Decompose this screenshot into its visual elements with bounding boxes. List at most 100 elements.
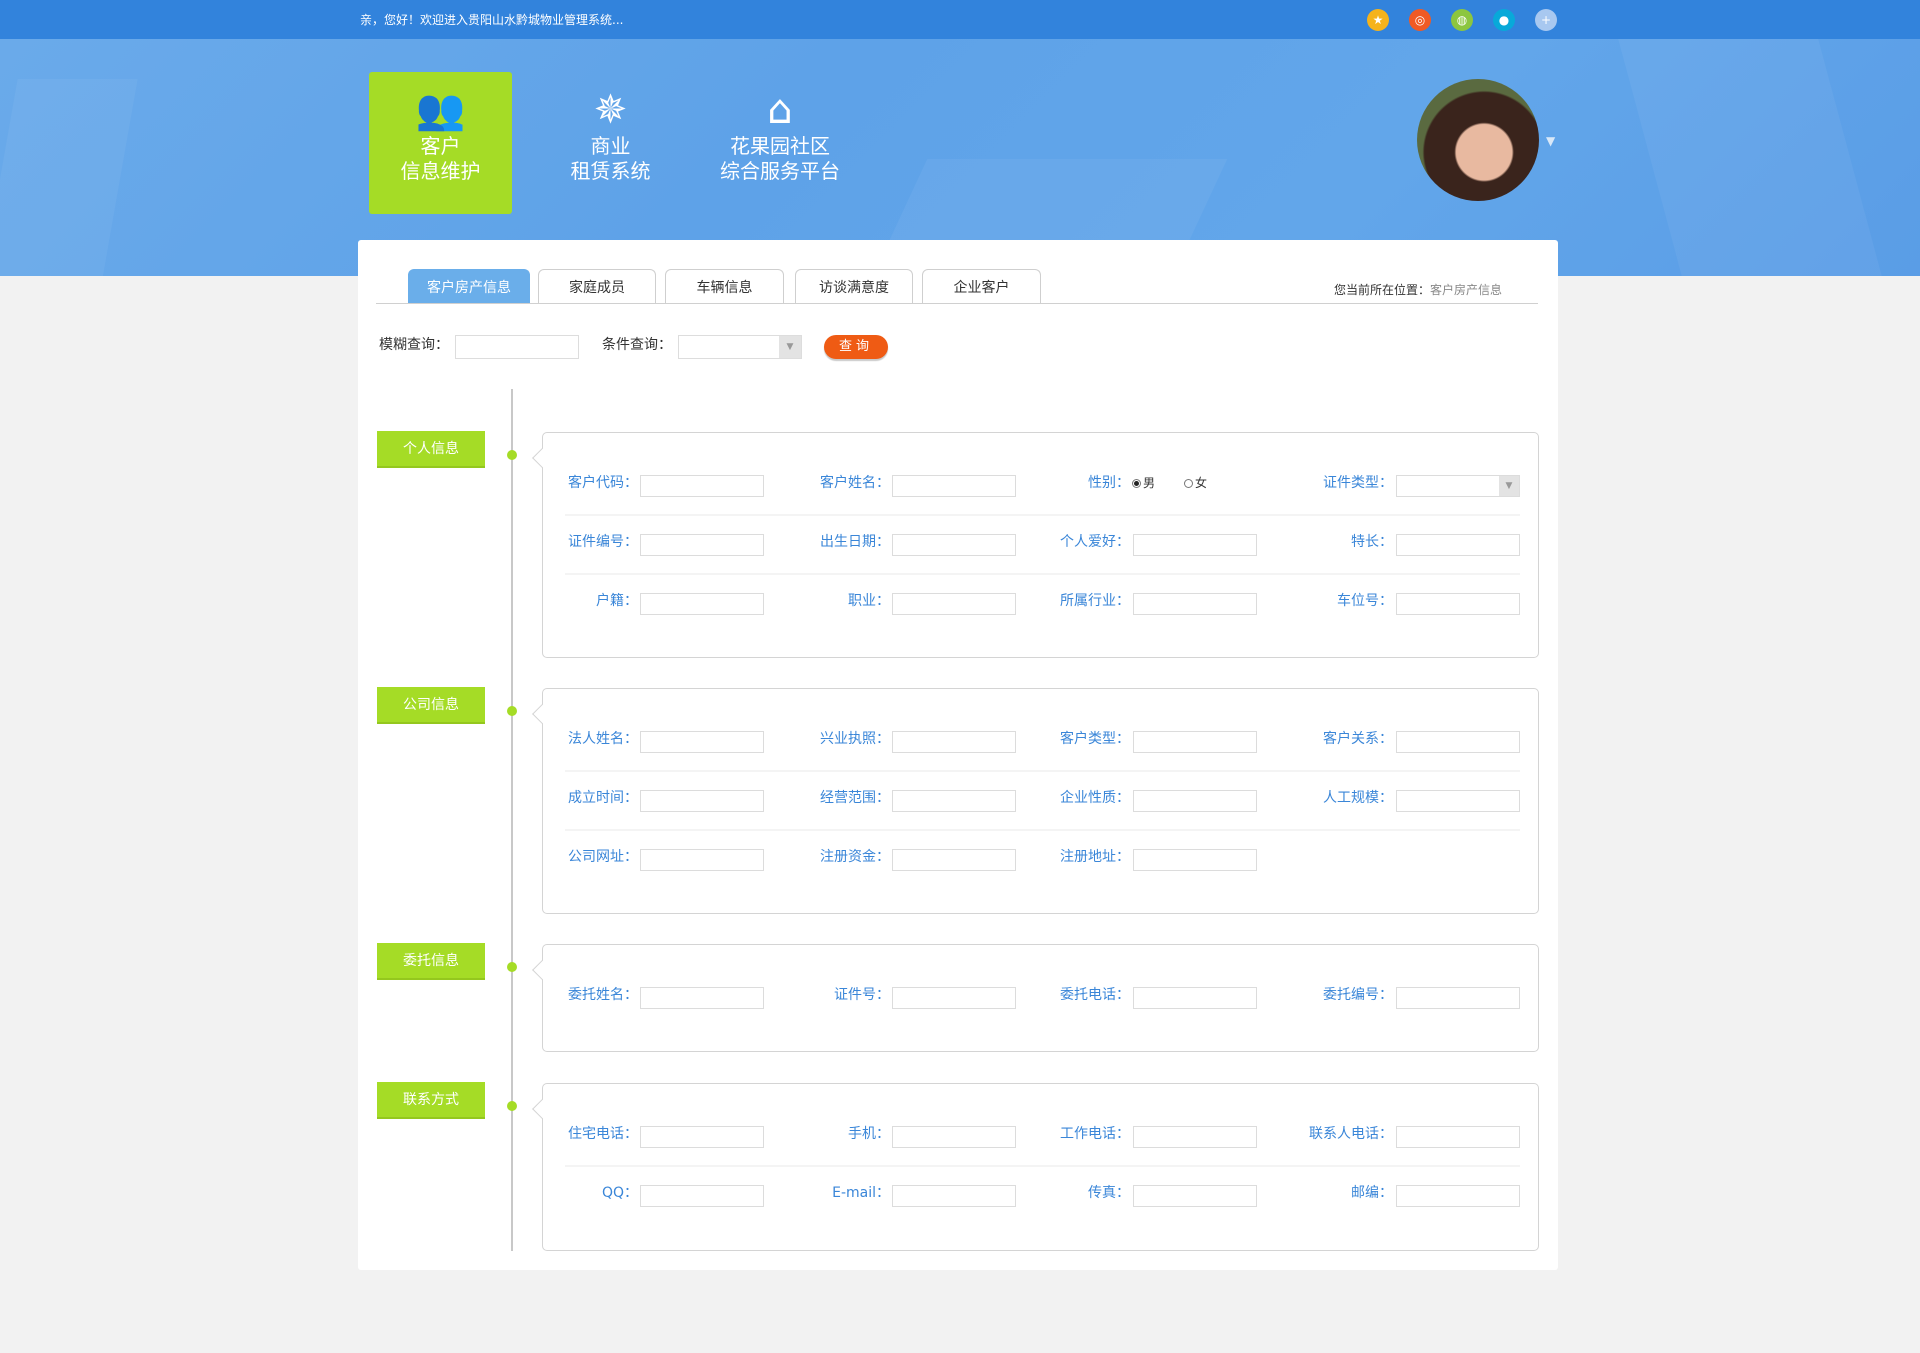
field-input[interactable] [892,593,1016,615]
tab-1[interactable]: 客户房产信息 [408,269,530,304]
weibo-icon[interactable]: ◎ [1409,9,1431,31]
radio-circle-icon[interactable] [1184,479,1193,488]
field-label: 客户姓名： [820,475,890,491]
field-label: 联系人电话： [1309,1126,1393,1142]
field-input[interactable] [1396,1185,1520,1207]
field-input[interactable] [640,1126,764,1148]
field-input[interactable] [1133,1126,1257,1148]
fuzzy-search-input[interactable] [455,335,579,359]
field-input[interactable] [892,790,1016,812]
field-input[interactable] [1133,790,1257,812]
row-divider [565,573,1520,575]
field-label: 注册地址： [1060,849,1130,865]
field-label: 职业： [848,593,890,609]
section-label: 委托信息 [377,943,485,980]
section-panel: 客户代码： 客户姓名： 性别： 男 女 证件类型： ▼ 证件编号： 出生日期： 个人爱好： 特长： 户… [532,432,1539,658]
wechat-icon[interactable]: ◍ [1451,9,1473,31]
field-label: 证件类型： [1323,475,1393,491]
field-label: 手机： [848,1126,890,1142]
qq-icon[interactable]: ● [1493,9,1515,31]
field-input[interactable] [1133,987,1257,1009]
timeline-dot [507,962,517,972]
field-select[interactable]: ▼ [1396,475,1520,497]
favorite-star-icon[interactable]: ★ [1367,9,1389,31]
timeline-dot [507,1101,517,1111]
breadcrumb: 您当前所在位置：客户房产信息 [1334,281,1502,298]
gender-radio-2[interactable]: 女 [1184,474,1207,491]
field-label: 法人姓名： [568,731,638,747]
nav-tile-line2: 综合服务平台 [720,159,840,183]
nav-tile-line1: 客户 [420,134,461,158]
timeline-dot [507,706,517,716]
field-label: 成立时间： [568,790,638,806]
field-input[interactable] [640,1185,764,1207]
field-input[interactable] [1396,593,1520,615]
field-input[interactable] [892,534,1016,556]
tab-3[interactable]: 车辆信息 [665,269,784,304]
field-input[interactable] [1396,1126,1520,1148]
field-input[interactable] [640,593,764,615]
field-label: QQ： [601,1185,638,1201]
gender-radio-1[interactable]: 男 [1132,474,1155,491]
field-input[interactable] [640,534,764,556]
field-input[interactable] [640,987,764,1009]
field-input[interactable] [1396,731,1520,753]
field-input[interactable] [892,987,1016,1009]
field-label: 委托姓名： [568,987,638,1003]
nav-tile-2[interactable]: ✵ 商业 租赁系统 [539,72,682,214]
avatar-dropdown-caret-icon[interactable]: ▼ [1546,134,1556,148]
nav-tile-line2: 租赁系统 [570,159,651,183]
field-input[interactable] [1133,593,1257,615]
condition-search-select[interactable]: ▼ [678,335,802,359]
radio-circle-icon[interactable] [1132,479,1141,488]
field-input[interactable] [892,1126,1016,1148]
field-input[interactable] [1396,534,1520,556]
field-input[interactable] [1133,731,1257,753]
row-divider [565,514,1520,516]
field-label: E-mail： [832,1185,890,1201]
field-input[interactable] [892,475,1016,497]
radio-label: 女 [1195,476,1208,490]
tab-5[interactable]: 企业客户 [922,269,1041,304]
nav-tile-1[interactable]: 👥 客户 信息维护 [369,72,512,214]
field-input[interactable] [892,849,1016,871]
compass-star-icon: ✵ [593,87,628,133]
query-button[interactable]: 查询 [824,335,888,359]
field-input[interactable] [640,731,764,753]
field-input[interactable] [1133,1185,1257,1207]
field-input[interactable] [640,790,764,812]
field-label: 邮编： [1351,1185,1393,1201]
welcome-text: 亲，您好！欢迎进入贵阳山水黔城物业管理系统... [360,13,624,27]
field-input[interactable] [1133,849,1257,871]
breadcrumb-current: 客户房产信息 [1430,283,1503,297]
radio-label: 男 [1143,476,1156,490]
field-label: 兴业执照： [820,731,890,747]
field-label: 客户关系： [1323,731,1393,747]
field-label: 人工规模： [1323,790,1393,806]
home-icon: ⌂ [767,87,793,133]
chevron-down-icon: ▼ [1499,476,1519,496]
user-avatar[interactable] [1417,79,1539,201]
field-input[interactable] [892,1185,1016,1207]
field-label: 个人爱好： [1060,534,1130,550]
banner [0,39,1920,279]
field-input[interactable] [1396,790,1520,812]
field-input[interactable] [640,475,764,497]
condition-search-label: 条件查询： [602,337,672,353]
nav-tile-line2: 信息维护 [400,159,481,183]
users-icon: 👥 [415,87,466,133]
nav-tile-3[interactable]: ⌂ 花果园社区 综合服务平台 [708,72,852,214]
field-input[interactable] [1133,534,1257,556]
field-label: 传真： [1088,1185,1130,1201]
breadcrumb-label: 您当前所在位置： [1334,283,1431,297]
fuzzy-search-label: 模糊查询： [379,337,449,353]
field-label: 特长： [1351,534,1393,550]
add-icon[interactable]: + [1535,9,1557,31]
nav-tile-line1: 商业 [590,134,631,158]
field-input[interactable] [1396,987,1520,1009]
tab-2[interactable]: 家庭成员 [538,269,656,304]
field-input[interactable] [892,731,1016,753]
tab-divider [376,303,1538,304]
field-input[interactable] [640,849,764,871]
tab-4[interactable]: 访谈满意度 [795,269,913,304]
